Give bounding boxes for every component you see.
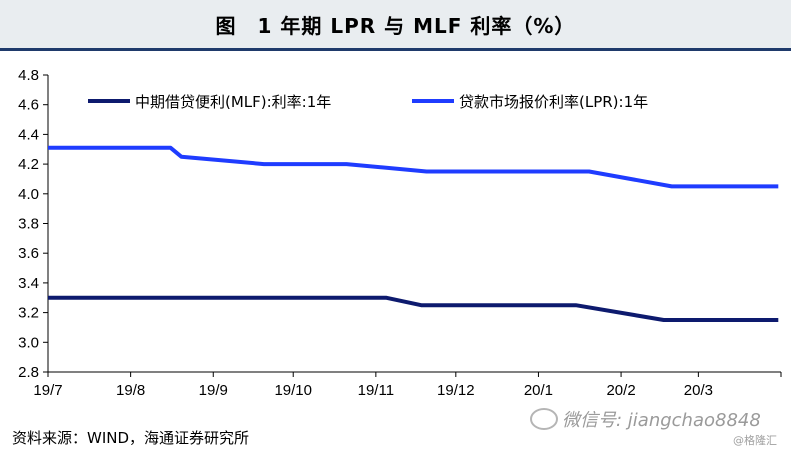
legend-label-mlf: 中期借贷便利(MLF):利率:1年 (135, 93, 331, 111)
legend-label-lpr: 贷款市场报价利率(LPR):1年 (459, 93, 648, 111)
series-line-mlf (48, 295, 779, 322)
chart-title-bar: 图 1 年期 LPR 与 MLF 利率（%） (0, 0, 791, 51)
x-tick-label: 19/10 (274, 382, 312, 397)
y-tick-label: 4.6 (18, 97, 39, 114)
series-line-lpr (48, 145, 779, 189)
source-note: 资料来源：WIND，海通证券研究所 (12, 429, 250, 447)
x-tick-label: 19/7 (33, 382, 62, 397)
x-tick-label: 19/11 (358, 382, 394, 397)
x-tick-label: 19/9 (199, 382, 228, 397)
chart-title: 图 1 年期 LPR 与 MLF 利率（%） (215, 13, 576, 38)
y-tick-label: 2.8 (18, 364, 39, 381)
wechat-watermark: 微信号: jiangchao8848 (530, 406, 761, 432)
line-chart: 2.8 3.0 3.2 3.4 3.6 3.8 4.0 4.2 4.4 4.6 4.8 19/7 19/… (18, 67, 782, 397)
y-tick-label: 3.8 (18, 216, 39, 233)
x-tick-label: 20/3 (684, 382, 713, 397)
x-tick-label: 19/12 (437, 382, 475, 397)
y-tick-label: 3.6 (18, 245, 39, 262)
x-tick-label: 20/1 (524, 382, 553, 397)
y-tick-label: 4.8 (18, 67, 39, 84)
watermark-text: 微信号: jiangchao8848 (562, 410, 761, 431)
wechat-icon (530, 408, 558, 430)
y-tick-label: 4.2 (18, 156, 39, 173)
x-tick-label: 19/8 (116, 382, 145, 397)
y-tick-label: 4.0 (18, 186, 39, 203)
y-tick-label: 4.4 (18, 126, 39, 143)
y-tick-label: 3.4 (18, 275, 39, 292)
y-tick-label: 3.0 (18, 334, 39, 351)
x-tick-label: 20/2 (606, 382, 635, 397)
y-tick-label: 3.2 (18, 305, 39, 322)
sub-watermark: @格隆汇 (733, 434, 777, 447)
